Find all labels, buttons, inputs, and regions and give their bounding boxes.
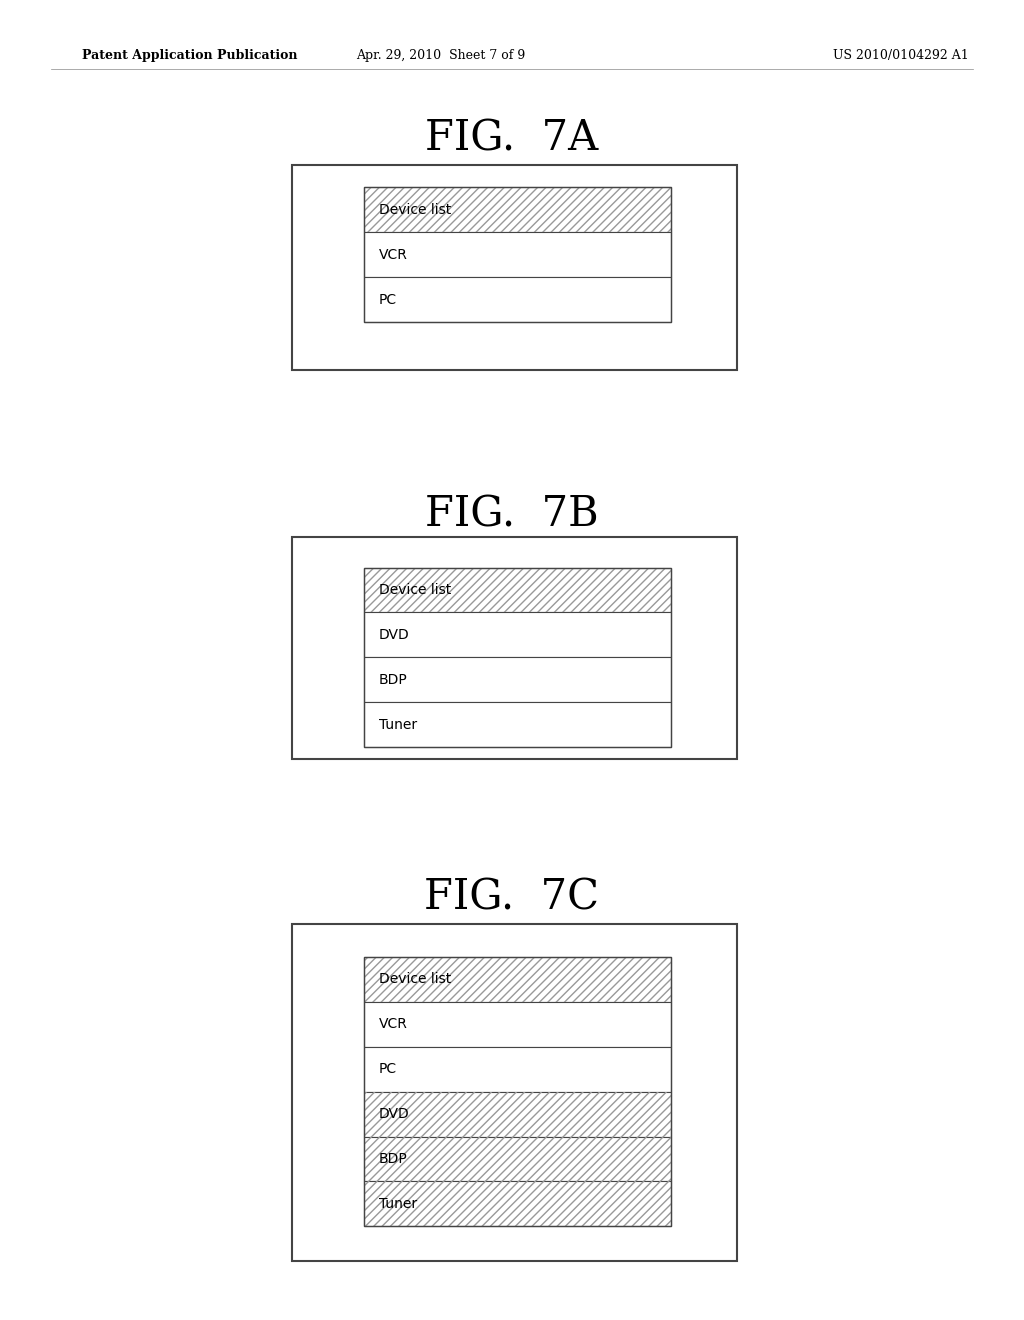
Bar <box>364 187 671 232</box>
Bar <box>364 1002 671 1047</box>
Bar <box>364 277 671 322</box>
Text: VCR: VCR <box>379 1018 408 1031</box>
Text: PC: PC <box>379 1063 397 1076</box>
Bar <box>292 537 737 759</box>
Text: Apr. 29, 2010  Sheet 7 of 9: Apr. 29, 2010 Sheet 7 of 9 <box>355 49 525 62</box>
Bar <box>364 1092 671 1137</box>
Bar <box>364 187 671 322</box>
Text: PC: PC <box>379 293 397 306</box>
Text: US 2010/0104292 A1: US 2010/0104292 A1 <box>834 49 969 62</box>
Text: Tuner: Tuner <box>379 1197 417 1210</box>
Bar <box>364 957 671 1002</box>
Bar <box>364 612 671 657</box>
Bar <box>292 924 737 1261</box>
Text: DVD: DVD <box>379 628 410 642</box>
Text: Device list: Device list <box>379 203 452 216</box>
Text: FIG.  7B: FIG. 7B <box>425 494 599 536</box>
Bar <box>364 568 671 612</box>
Bar <box>364 1137 671 1181</box>
Text: FIG.  7A: FIG. 7A <box>425 117 599 160</box>
Text: BDP: BDP <box>379 673 408 686</box>
Bar <box>364 957 671 1226</box>
Text: Patent Application Publication: Patent Application Publication <box>82 49 297 62</box>
Text: Tuner: Tuner <box>379 718 417 731</box>
Bar <box>364 957 671 1002</box>
Bar <box>364 232 671 277</box>
Text: Device list: Device list <box>379 973 452 986</box>
Bar <box>364 1181 671 1226</box>
Text: DVD: DVD <box>379 1107 410 1121</box>
Bar <box>364 1137 671 1181</box>
Bar <box>364 1047 671 1092</box>
Bar <box>364 1181 671 1226</box>
Text: VCR: VCR <box>379 248 408 261</box>
Bar <box>364 187 671 232</box>
Bar <box>364 657 671 702</box>
Bar <box>364 568 671 612</box>
Bar <box>364 568 671 747</box>
Bar <box>364 1092 671 1137</box>
Text: BDP: BDP <box>379 1152 408 1166</box>
Bar <box>364 702 671 747</box>
Text: Device list: Device list <box>379 583 452 597</box>
Bar <box>292 165 737 370</box>
Text: FIG.  7C: FIG. 7C <box>425 876 599 919</box>
